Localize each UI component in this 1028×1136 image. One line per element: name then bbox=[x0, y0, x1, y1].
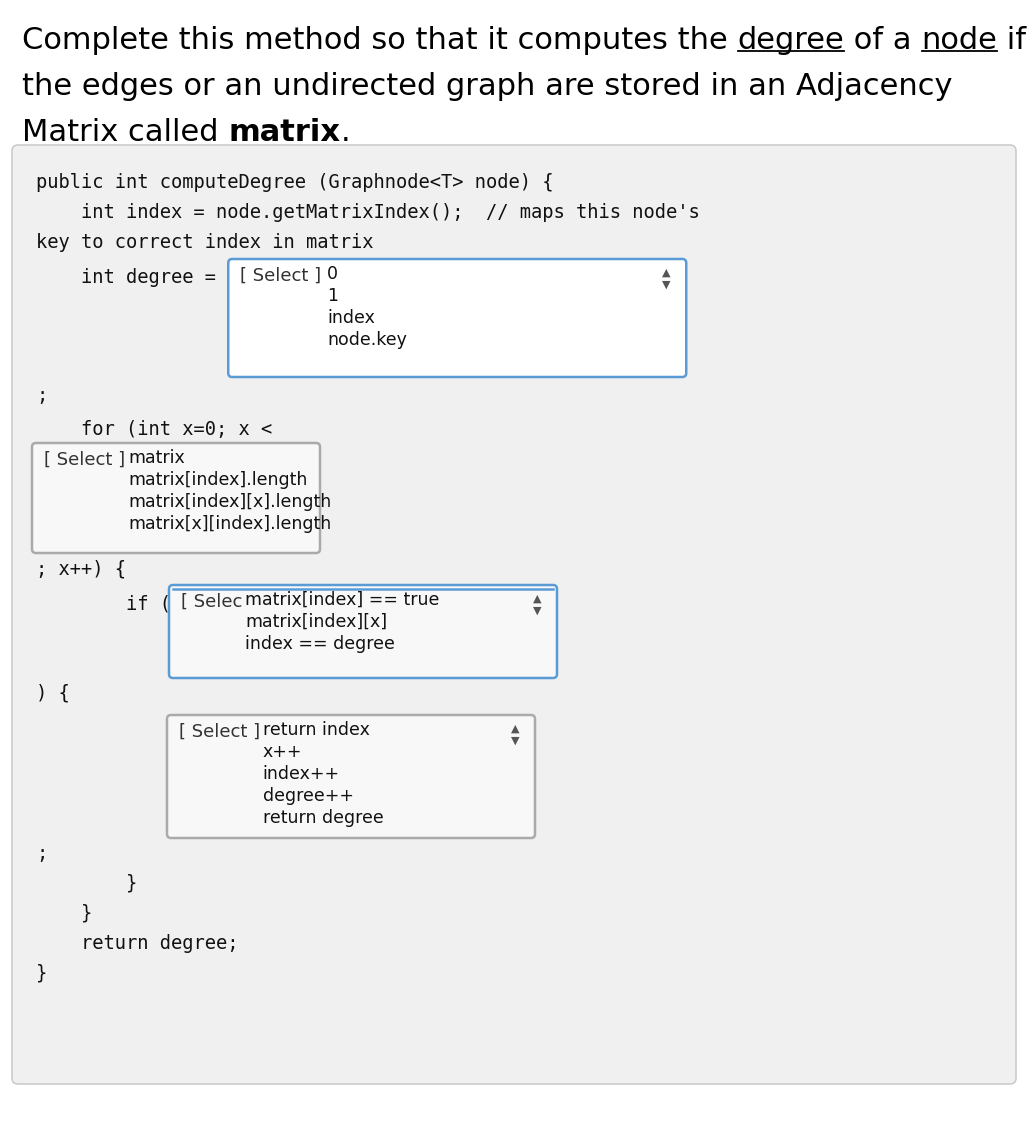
Text: ;: ; bbox=[36, 386, 47, 406]
Text: of a: of a bbox=[844, 26, 921, 55]
Text: [ Selec: [ Selec bbox=[181, 593, 243, 611]
Text: }: } bbox=[36, 904, 93, 922]
Text: 1: 1 bbox=[327, 287, 338, 304]
Text: index == degree: index == degree bbox=[245, 635, 395, 653]
Text: ▼: ▼ bbox=[511, 736, 519, 746]
Text: matrix[index][x].length: matrix[index][x].length bbox=[127, 493, 331, 511]
Text: matrix[x][index].length: matrix[x][index].length bbox=[127, 515, 331, 533]
Text: return index: return index bbox=[263, 721, 370, 740]
Text: return degree: return degree bbox=[263, 809, 383, 827]
Text: ▼: ▼ bbox=[533, 605, 542, 616]
Text: ) {: ) { bbox=[36, 684, 70, 703]
Text: [ Select ]: [ Select ] bbox=[241, 267, 322, 285]
Text: int degree =: int degree = bbox=[36, 268, 216, 287]
Text: if (: if ( bbox=[36, 594, 171, 613]
Text: matrix[index] == true: matrix[index] == true bbox=[245, 591, 440, 609]
Text: }: } bbox=[36, 964, 47, 983]
Text: 0: 0 bbox=[327, 265, 338, 283]
Text: the edges or an undirected graph are stored in an Adjacency: the edges or an undirected graph are sto… bbox=[22, 72, 953, 101]
Text: index: index bbox=[327, 309, 375, 327]
FancyBboxPatch shape bbox=[228, 259, 687, 377]
Text: for (int x=0; x <: for (int x=0; x < bbox=[36, 420, 272, 438]
Text: matrix: matrix bbox=[127, 449, 185, 467]
Text: }: } bbox=[36, 874, 138, 893]
FancyBboxPatch shape bbox=[167, 715, 535, 838]
Text: node: node bbox=[921, 26, 997, 55]
Text: ▲: ▲ bbox=[662, 268, 670, 278]
Text: x++: x++ bbox=[263, 743, 302, 761]
Text: matrix[index][x]: matrix[index][x] bbox=[245, 613, 388, 630]
Text: key to correct index in matrix: key to correct index in matrix bbox=[36, 233, 373, 252]
Text: matrix[index].length: matrix[index].length bbox=[127, 471, 307, 488]
Text: ; x++) {: ; x++) { bbox=[36, 559, 126, 578]
Text: index++: index++ bbox=[263, 765, 340, 783]
Text: degree++: degree++ bbox=[263, 787, 354, 805]
Text: ▲: ▲ bbox=[533, 594, 542, 604]
FancyBboxPatch shape bbox=[32, 443, 320, 553]
Text: ;: ; bbox=[36, 844, 47, 863]
Text: if: if bbox=[997, 26, 1026, 55]
Text: return degree;: return degree; bbox=[36, 934, 238, 953]
Text: [ Select ]: [ Select ] bbox=[44, 451, 125, 469]
FancyBboxPatch shape bbox=[169, 585, 557, 678]
Text: [ Select ]: [ Select ] bbox=[179, 722, 260, 741]
Text: ▼: ▼ bbox=[662, 279, 670, 290]
Text: Complete this method so that it computes the: Complete this method so that it computes… bbox=[22, 26, 737, 55]
Text: degree: degree bbox=[737, 26, 844, 55]
Text: .: . bbox=[340, 118, 350, 147]
Text: int index = node.getMatrixIndex();  // maps this node's: int index = node.getMatrixIndex(); // ma… bbox=[36, 203, 700, 222]
Text: node.key: node.key bbox=[327, 331, 407, 349]
Text: matrix: matrix bbox=[228, 118, 340, 147]
Text: public int computeDegree (Graphnode<T> node) {: public int computeDegree (Graphnode<T> n… bbox=[36, 173, 553, 192]
Text: Matrix called: Matrix called bbox=[22, 118, 228, 147]
Text: ▲: ▲ bbox=[511, 724, 519, 734]
FancyBboxPatch shape bbox=[12, 145, 1016, 1084]
